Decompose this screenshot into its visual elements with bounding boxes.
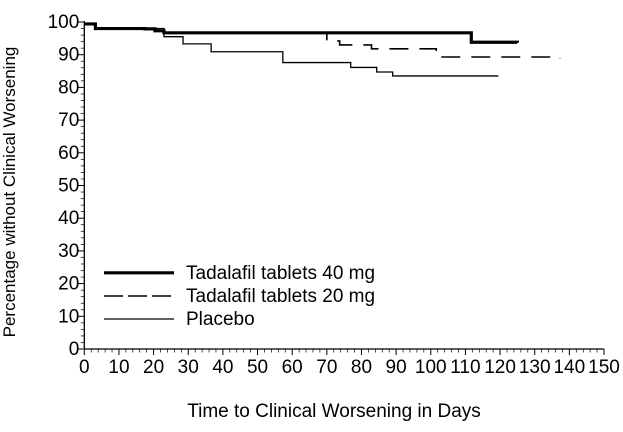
svg-text:20: 20 — [143, 357, 164, 378]
svg-text:10: 10 — [58, 306, 79, 327]
svg-text:140: 140 — [553, 357, 585, 378]
svg-text:30: 30 — [178, 357, 199, 378]
svg-text:90: 90 — [58, 45, 79, 66]
svg-text:90: 90 — [386, 357, 407, 378]
svg-text:30: 30 — [58, 241, 79, 262]
svg-text:120: 120 — [484, 357, 516, 378]
svg-text:40: 40 — [212, 357, 233, 378]
svg-text:60: 60 — [282, 357, 303, 378]
svg-text:80: 80 — [58, 77, 79, 98]
svg-text:130: 130 — [519, 357, 551, 378]
svg-text:20: 20 — [58, 274, 79, 295]
svg-text:80: 80 — [351, 357, 372, 378]
svg-text:Tadalafil tablets 40 mg: Tadalafil tablets 40 mg — [186, 263, 375, 284]
svg-text:60: 60 — [58, 143, 79, 164]
svg-text:Placebo: Placebo — [186, 309, 255, 330]
svg-text:110: 110 — [450, 357, 480, 378]
svg-text:50: 50 — [247, 357, 268, 378]
svg-text:150: 150 — [588, 357, 620, 378]
svg-text:70: 70 — [316, 357, 337, 378]
svg-text:Time to Clinical Worsening in: Time to Clinical Worsening in Days — [187, 401, 481, 422]
svg-text:Tadalafil tablets 20 mg: Tadalafil tablets 20 mg — [186, 286, 375, 307]
svg-text:40: 40 — [58, 208, 79, 229]
svg-text:50: 50 — [58, 176, 79, 197]
svg-text:100: 100 — [415, 357, 447, 378]
svg-text:0: 0 — [79, 357, 90, 378]
svg-text:0: 0 — [69, 339, 80, 360]
svg-text:Percentage without Clinical Wo: Percentage without Clinical Worsening — [0, 47, 19, 338]
svg-text:100: 100 — [48, 12, 80, 33]
svg-text:10: 10 — [108, 357, 129, 378]
svg-text:70: 70 — [58, 110, 79, 131]
